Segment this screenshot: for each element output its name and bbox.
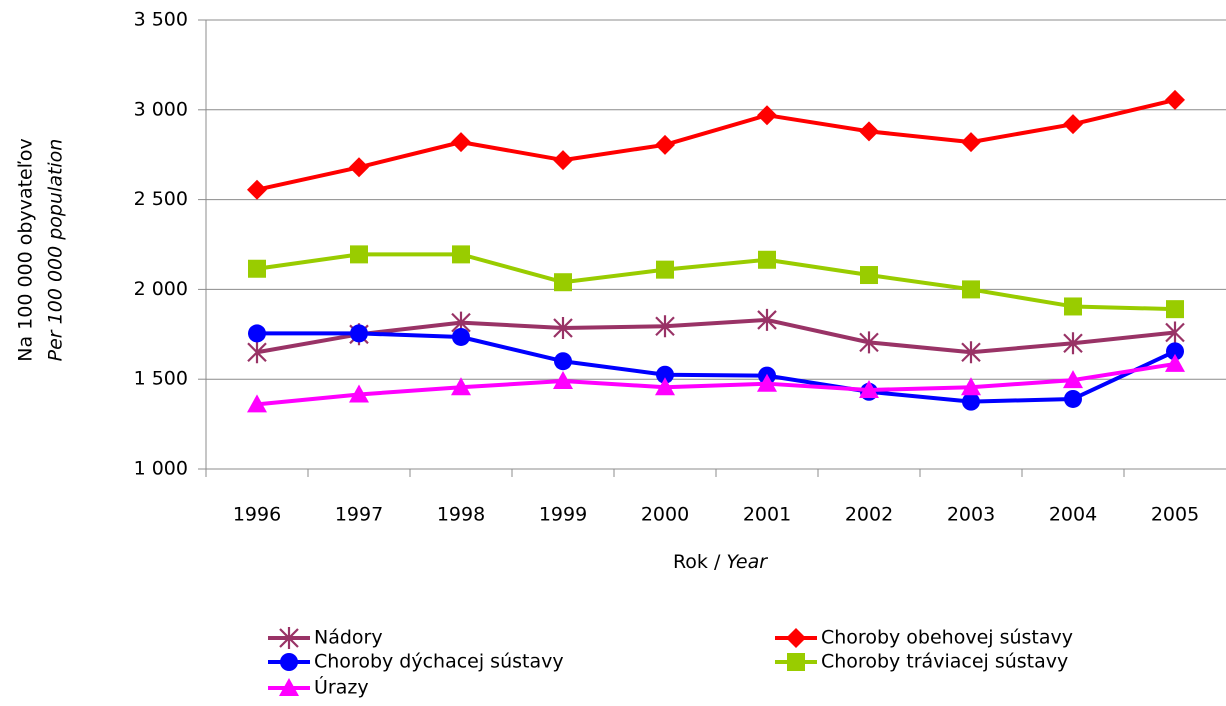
data-point: [961, 132, 981, 153]
legend-label: Choroby dýchacej sústavy: [314, 651, 564, 673]
data-point: [350, 245, 368, 264]
y-tick-label: 1 500: [134, 368, 188, 390]
legend-marker: [279, 678, 299, 696]
y-tick-label: 1 000: [134, 458, 188, 480]
x-tick-label: 1996: [233, 504, 281, 526]
y-tick-label: 3 500: [134, 9, 188, 31]
series-line: [256, 317, 1176, 355]
data-point: [1165, 89, 1185, 110]
legend-marker: [786, 628, 806, 648]
data-point: [1165, 321, 1185, 344]
data-point: [247, 394, 267, 413]
data-point: [757, 373, 777, 392]
data-point: [655, 377, 675, 396]
data-point: [1063, 332, 1083, 355]
legend-marker: [280, 653, 298, 671]
x-tick-label: 2002: [845, 504, 893, 526]
data-point: [1166, 342, 1184, 361]
data-point: [655, 134, 675, 155]
legend-label: Nádory: [314, 627, 383, 649]
data-point: [758, 250, 776, 269]
x-tick-label: 2003: [947, 504, 995, 526]
data-point: [452, 245, 470, 264]
y-tick-label: 3 000: [134, 98, 188, 120]
data-point: [757, 308, 777, 331]
data-point: [961, 377, 981, 396]
legend-label: Choroby tráviacej sústavy: [821, 651, 1068, 673]
legend-label: Choroby obehovej sústavy: [821, 627, 1073, 649]
x-tick-label: 1997: [335, 504, 383, 526]
data-point: [452, 327, 470, 346]
x-tick-label: 1999: [539, 504, 587, 526]
x-axis-label-en: Year: [726, 551, 768, 573]
x-tick-label: 2004: [1049, 504, 1097, 526]
x-tick-label: 2001: [743, 504, 791, 526]
data-point: [757, 105, 777, 126]
x-axis-label-sk: Rok /: [673, 551, 721, 573]
data-point: [859, 121, 879, 142]
data-point: [1063, 114, 1083, 135]
data-point: [859, 379, 879, 398]
y-tick-label: 2 000: [134, 278, 188, 300]
data-point: [248, 259, 266, 278]
x-tick-label: 2000: [641, 504, 689, 526]
x-tick-label: 1998: [437, 504, 485, 526]
series-line: [256, 361, 1176, 407]
x-tick-label: 2005: [1151, 504, 1199, 526]
data-point: [860, 266, 878, 285]
data-point: [655, 315, 675, 338]
legend-marker: [279, 627, 299, 649]
y-axis-label-en: Per 100 000 population: [45, 139, 67, 362]
data-point: [350, 324, 368, 343]
data-point: [859, 331, 879, 354]
data-point: [554, 352, 572, 371]
legend-marker: [787, 653, 805, 671]
data-point: [961, 341, 981, 364]
data-point: [962, 392, 980, 411]
data-point: [962, 280, 980, 299]
x-axis-label: Rok / Year: [673, 551, 768, 573]
data-point: [349, 157, 369, 178]
series-line: [257, 331, 1176, 404]
data-point: [554, 273, 572, 292]
series-line: [256, 252, 1176, 312]
data-point: [656, 260, 674, 279]
data-point: [248, 324, 266, 343]
data-point: [247, 341, 267, 364]
data-point: [1064, 389, 1082, 408]
data-point: [349, 384, 369, 403]
legend-label: Úrazy: [314, 675, 369, 699]
y-tick-label: 2 500: [134, 188, 188, 210]
data-point: [451, 377, 471, 396]
y-axis-label: Na 100 000 obyvateľov: [15, 138, 37, 361]
data-point: [1064, 297, 1082, 316]
data-point: [1165, 353, 1185, 372]
data-point: [1166, 300, 1184, 319]
data-point: [1063, 370, 1083, 389]
data-point: [553, 317, 573, 340]
data-point: [247, 179, 267, 200]
data-point: [553, 150, 573, 171]
series-line: [256, 97, 1176, 192]
data-point: [656, 365, 674, 384]
data-point: [451, 132, 471, 153]
data-point: [553, 370, 573, 389]
